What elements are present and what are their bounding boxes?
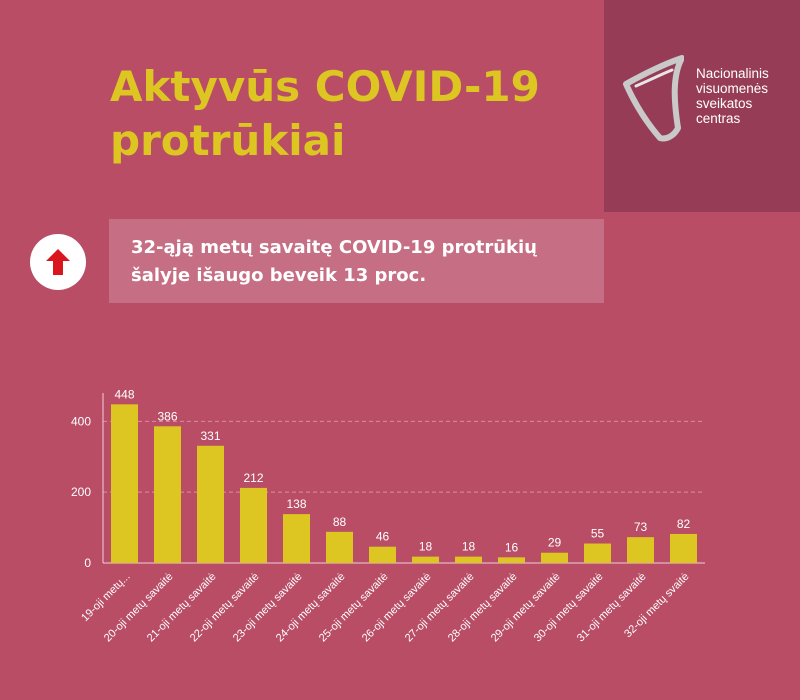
bar <box>197 445 224 563</box>
y-tick-label: 400 <box>71 414 91 428</box>
data-label: 18 <box>419 540 433 554</box>
logo-text-line: Nacionalinis <box>696 66 769 81</box>
trend-indicator <box>30 234 86 290</box>
callout-text: 32-ąją metų savaitę COVID-19 protrūkių š… <box>131 237 537 286</box>
data-label: 29 <box>548 536 562 550</box>
data-label: 331 <box>200 429 220 443</box>
data-label: 212 <box>243 471 263 485</box>
bar <box>111 404 138 563</box>
data-label: 448 <box>114 387 134 401</box>
bar <box>498 557 525 563</box>
bar <box>670 533 697 563</box>
data-label: 386 <box>157 409 177 423</box>
bar <box>154 426 181 563</box>
logo-text: Nacionalinis visuomenės sveikatos centra… <box>696 66 796 126</box>
data-label: 46 <box>376 530 390 544</box>
page-title: Aktyvūs COVID-19 protrūkiai <box>110 62 540 165</box>
bar <box>240 487 267 563</box>
logo-text-line: centras <box>696 111 741 126</box>
logo-panel: Nacionalinis visuomenės sveikatos centra… <box>604 0 800 212</box>
y-tick-label: 200 <box>71 485 91 499</box>
bar <box>627 537 654 563</box>
data-label: 18 <box>462 540 476 554</box>
callout-box: 32-ąją metų savaitę COVID-19 protrūkių š… <box>109 219 604 303</box>
y-tick-label: 0 <box>84 556 91 570</box>
bar <box>412 556 439 563</box>
arrow-up-icon <box>46 249 70 275</box>
bar <box>326 531 353 563</box>
data-label: 55 <box>591 527 605 541</box>
bar <box>283 514 310 563</box>
data-label: 73 <box>634 520 648 534</box>
bar <box>455 556 482 563</box>
data-label: 138 <box>286 497 306 511</box>
data-label: 82 <box>677 517 691 531</box>
bar <box>369 546 396 563</box>
logo-text-line: sveikatos <box>696 96 753 111</box>
data-label: 16 <box>505 540 519 554</box>
nvsc-logo-icon <box>623 55 684 142</box>
bar <box>584 543 611 563</box>
data-label: 88 <box>333 515 347 529</box>
bar <box>541 552 568 563</box>
logo-text-line: visuomenės <box>696 81 769 96</box>
